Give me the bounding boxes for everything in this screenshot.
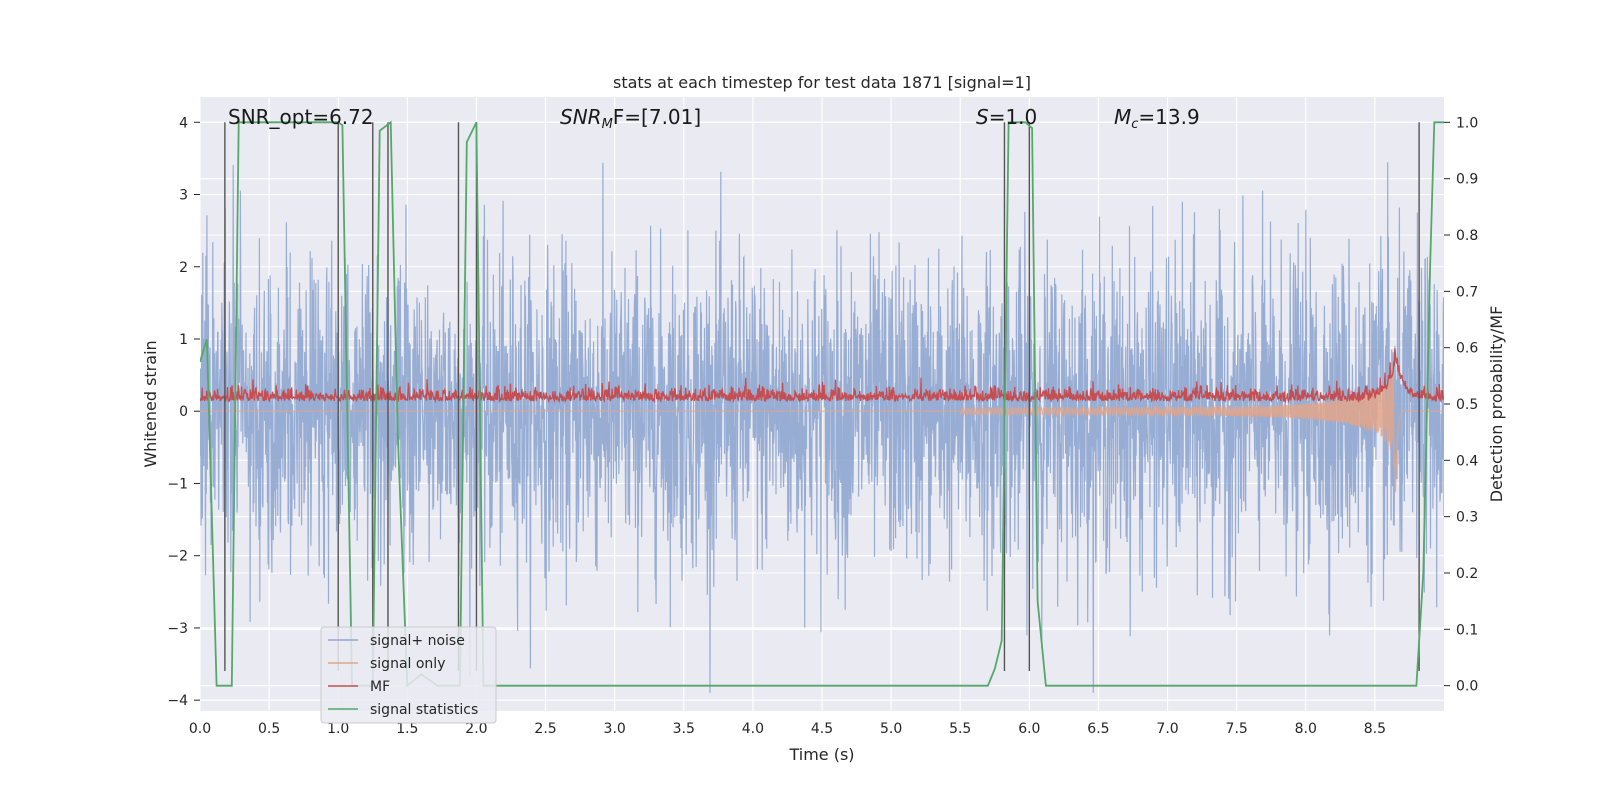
y2-axis-label: Detection probability/MF: [1487, 306, 1506, 503]
y2-tick-label: 0.6: [1456, 341, 1478, 357]
x-tick-label: 1.5: [396, 721, 418, 737]
x-axis-ticks: 0.0 0.5 1.0 1.5 2.0 2.5 3.0 3.5 4.0 4.5 5.0 5.5 6.0 6…: [189, 721, 1386, 737]
y-tick-label: 1: [179, 332, 188, 348]
y-tick-label: −2: [167, 549, 188, 565]
annotation-s: S=1.0: [976, 105, 1037, 129]
y2-tick-label: 0.8: [1456, 228, 1478, 244]
legend-label-signal-plus-noise: signal+ noise: [370, 633, 465, 649]
y-tick-label: 0: [179, 404, 188, 420]
y2-tick-label: 0.0: [1456, 679, 1478, 695]
annotation-snr-opt: SNR_opt=6.72: [228, 105, 374, 129]
x-tick-label: 0.5: [258, 721, 280, 737]
x-tick-label: 3.5: [673, 721, 695, 737]
legend-label-signal-only: signal only: [370, 656, 445, 672]
annotation-snr-mf: SNRMF=[7.01]: [560, 105, 701, 132]
x-tick-label: 7.0: [1156, 721, 1178, 737]
x-tick-label: 1.0: [327, 721, 349, 737]
series-signal-only: [200, 365, 1444, 493]
y2-tick-label: 0.7: [1456, 284, 1478, 300]
legend-label-mf: MF: [370, 679, 390, 695]
y-tick-label: −4: [167, 693, 188, 709]
y2-tick-label: 0.1: [1456, 622, 1478, 638]
annotation-snr-mf-sub: M: [602, 117, 613, 132]
x-tick-label: 8.5: [1364, 721, 1386, 737]
legend: signal+ noise signal only MF signal stat…: [320, 626, 497, 724]
chart-title: stats at each timestep for test data 187…: [613, 73, 1031, 92]
y-tick-label: −3: [167, 621, 188, 637]
series-mf: [200, 348, 1444, 404]
x-tick-label: 7.5: [1226, 721, 1248, 737]
annotation-mc-base: M: [1114, 105, 1131, 129]
x-tick-label: 5.5: [949, 721, 971, 737]
x-tick-label: 0.0: [189, 721, 211, 737]
y2-tick-label: 0.9: [1456, 172, 1478, 188]
legend-box: [320, 626, 497, 724]
plot-content: [200, 120, 1444, 693]
y2-tick-label: 1.0: [1456, 115, 1478, 131]
y-tick-label: 3: [179, 188, 188, 204]
x-tick-label: 6.0: [1018, 721, 1040, 737]
y2-tick-label: 0.4: [1456, 453, 1478, 469]
annotation-mc-rest: =13.9: [1138, 105, 1199, 129]
x-tick-label: 2.5: [534, 721, 556, 737]
annotation-s-italic: S: [976, 105, 989, 129]
y2-tick-label: 0.5: [1456, 397, 1478, 413]
x-tick-label: 2.0: [465, 721, 487, 737]
annotation-snr-mf-base: SNR: [560, 105, 602, 129]
y2-tick-label: 0.3: [1456, 510, 1478, 526]
y-axis-ticks: 4 3 2 1 0 −1 −2 −3 −4: [167, 115, 200, 709]
legend-label-signal-statistics: signal statistics: [370, 702, 478, 718]
y-tick-label: 2: [179, 260, 188, 276]
y-axis-label: Whitened strain: [141, 340, 160, 467]
y2-tick-label: 0.2: [1456, 566, 1478, 582]
y-tick-label: 4: [179, 115, 188, 131]
x-tick-label: 6.5: [1087, 721, 1109, 737]
x-tick-label: 3.0: [604, 721, 626, 737]
annotation-snr-mf-rest: F=[7.01]: [613, 105, 701, 129]
x-axis-label: Time (s): [788, 745, 854, 764]
annotation-mc: Mc=13.9: [1114, 105, 1200, 132]
annotation-s-rest: =1.0: [989, 105, 1038, 129]
series-signal-statistics: [200, 120, 1444, 688]
annotation-mc-sub: c: [1131, 117, 1138, 132]
x-tick-label: 8.0: [1295, 721, 1317, 737]
x-tick-label: 4.5: [811, 721, 833, 737]
x-tick-label: 4.0: [742, 721, 764, 737]
y-tick-label: −1: [167, 476, 188, 492]
x-tick-label: 5.0: [880, 721, 902, 737]
y2-axis-ticks: 1.0 0.9 0.8 0.7 0.6 0.5 0.4 0.3 0.2 0.1 0.0: [1444, 115, 1478, 695]
